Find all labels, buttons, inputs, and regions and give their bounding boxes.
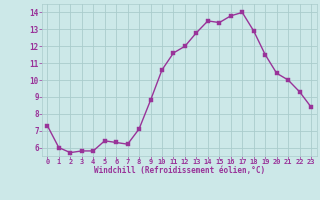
- X-axis label: Windchill (Refroidissement éolien,°C): Windchill (Refroidissement éolien,°C): [94, 166, 265, 175]
